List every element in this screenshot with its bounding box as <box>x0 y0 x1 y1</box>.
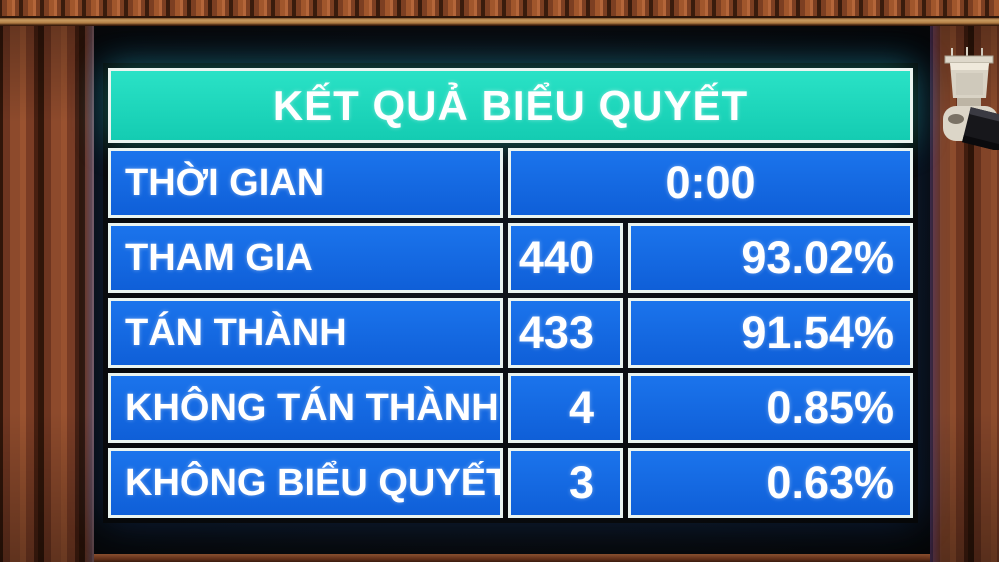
row-percent: 93.02% <box>628 223 914 293</box>
wall-molding <box>0 16 999 26</box>
row-count: 3 <box>508 448 623 518</box>
table-row-tan-thanh: TÁN THÀNH 433 91.54% <box>108 298 914 368</box>
board-header-row: KẾT QUẢ BIỂU QUYẾT <box>108 68 914 143</box>
camera-lens <box>962 107 999 150</box>
table-row-khong-bieu-quyet: KHÔNG BIỂU QUYẾT 3 0.63% <box>108 448 914 518</box>
led-display-screen: KẾT QUẢ BIỂU QUYẾT THỜI GIAN 0:00 THAM G… <box>94 26 930 554</box>
wooden-wall-bottom-strip <box>94 554 930 562</box>
row-count: 4 <box>508 373 623 443</box>
row-count: 440 <box>508 223 623 293</box>
row-label: THAM GIA <box>108 223 503 293</box>
row-count: 433 <box>508 298 623 368</box>
table-row-tham-gia: THAM GIA 440 93.02% <box>108 223 914 293</box>
table-row-khong-tan-thanh: KHÔNG TÁN THÀNH 4 0.85% <box>108 373 914 443</box>
wooden-wall-top-strip <box>0 0 999 16</box>
table-row-time: THỜI GIAN 0:00 <box>108 148 914 218</box>
row-label: KHÔNG BIỂU QUYẾT <box>108 448 503 518</box>
row-percent: 91.54% <box>628 298 914 368</box>
row-percent: 0.85% <box>628 373 914 443</box>
voting-results-board: KẾT QUẢ BIỂU QUYẾT THỜI GIAN 0:00 THAM G… <box>103 63 918 523</box>
row-label-time: THỜI GIAN <box>108 148 503 218</box>
time-value: 0:00 <box>508 148 914 218</box>
wooden-wall-left <box>0 26 94 562</box>
row-label: TÁN THÀNH <box>108 298 503 368</box>
row-label: KHÔNG TÁN THÀNH <box>108 373 503 443</box>
camera-mount <box>944 47 994 108</box>
row-percent: 0.63% <box>628 448 914 518</box>
board-title: KẾT QUẢ BIỂU QUYẾT <box>108 68 914 143</box>
security-camera <box>943 47 999 150</box>
